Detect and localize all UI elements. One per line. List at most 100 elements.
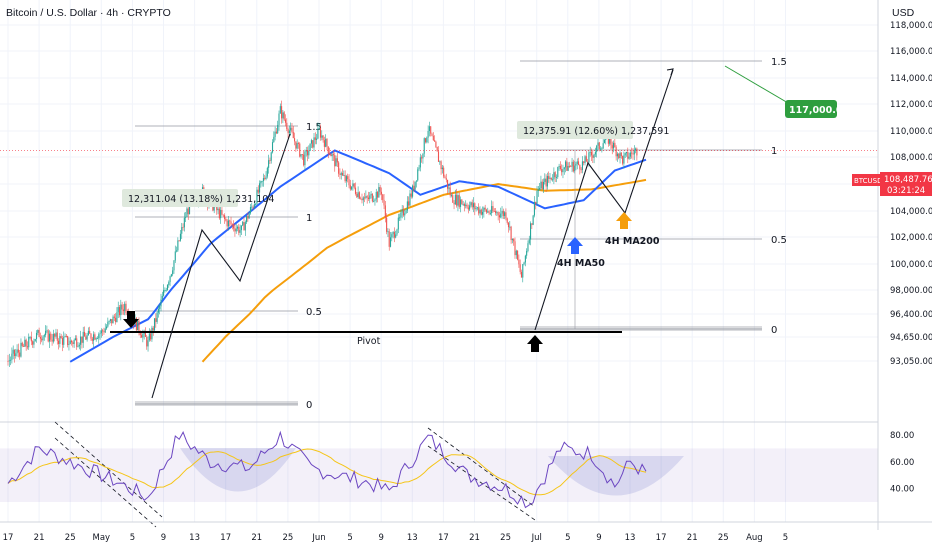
fib-base-band bbox=[520, 326, 762, 331]
candle-body bbox=[59, 336, 61, 344]
candle-body bbox=[362, 197, 364, 201]
fib-level-label: 1.5 bbox=[771, 57, 787, 68]
time-tick: Aug bbox=[746, 533, 763, 543]
candle-body bbox=[327, 146, 329, 154]
candle-body bbox=[410, 193, 412, 197]
candle-body bbox=[548, 176, 550, 179]
candle-body bbox=[308, 150, 310, 156]
candle-body bbox=[330, 154, 332, 157]
candle-body bbox=[70, 340, 73, 343]
candle-body bbox=[257, 189, 259, 193]
candle-body bbox=[351, 186, 353, 190]
time-tick: 9 bbox=[596, 533, 601, 543]
candle-body bbox=[471, 202, 473, 208]
candle-body bbox=[222, 214, 224, 216]
candle-body bbox=[361, 198, 363, 201]
time-tick: 13 bbox=[189, 533, 200, 543]
rsi-trend-channel bbox=[54, 437, 157, 528]
candle-body bbox=[377, 191, 379, 198]
candle-body bbox=[58, 340, 60, 344]
candle-body bbox=[574, 165, 576, 172]
candle-body bbox=[335, 158, 337, 167]
candle-body bbox=[571, 161, 573, 167]
time-tick: Jul bbox=[531, 533, 542, 543]
candle-body bbox=[141, 335, 143, 338]
candle-body bbox=[550, 177, 552, 180]
time-tick: 17 bbox=[220, 533, 231, 543]
candle-body bbox=[313, 137, 315, 148]
fib-level-label: 0 bbox=[771, 325, 777, 336]
candle-body bbox=[37, 329, 39, 333]
candle-body bbox=[340, 173, 342, 175]
candle-body bbox=[30, 336, 32, 342]
candle-body bbox=[470, 202, 472, 206]
candle-body bbox=[47, 330, 49, 342]
candle-body bbox=[170, 274, 172, 277]
candle-body bbox=[450, 195, 453, 196]
candle-body bbox=[627, 152, 629, 159]
time-tick: 5 bbox=[347, 533, 352, 543]
candle-body bbox=[264, 178, 266, 180]
candle-body bbox=[492, 206, 494, 212]
candle-body bbox=[273, 136, 275, 143]
candle-body bbox=[498, 215, 500, 218]
candle-body bbox=[248, 213, 250, 219]
candle-body bbox=[383, 199, 385, 206]
candle-body bbox=[233, 224, 235, 229]
candle-body bbox=[321, 135, 323, 138]
candle-body bbox=[431, 133, 433, 136]
candle-body bbox=[72, 342, 74, 344]
time-tick: 25 bbox=[282, 533, 293, 543]
candle-body bbox=[118, 307, 121, 316]
candle-body bbox=[314, 137, 316, 140]
time-tick: 21 bbox=[34, 533, 45, 543]
candle-body bbox=[352, 183, 354, 187]
candle-body bbox=[513, 238, 515, 242]
rsi-tick: 60.00 bbox=[890, 458, 914, 468]
candle-body bbox=[526, 250, 528, 256]
candle-body bbox=[183, 217, 185, 228]
candle-body bbox=[614, 142, 616, 148]
candle-body bbox=[304, 151, 306, 166]
candle-body bbox=[61, 338, 64, 345]
candle-body bbox=[444, 176, 446, 179]
candle-body bbox=[532, 215, 534, 225]
candle-body bbox=[366, 196, 368, 198]
candle-body bbox=[423, 138, 425, 154]
candle-body bbox=[567, 165, 569, 171]
candle-body bbox=[239, 230, 241, 233]
candle-body bbox=[484, 207, 486, 210]
candle-body bbox=[60, 336, 62, 339]
candle-body bbox=[89, 330, 91, 334]
candle-body bbox=[51, 339, 53, 342]
candle-body bbox=[404, 213, 406, 216]
candle-body bbox=[485, 209, 488, 213]
candle-body bbox=[277, 124, 279, 134]
candle-body bbox=[563, 167, 565, 170]
candle-body bbox=[32, 341, 34, 345]
candle-body bbox=[501, 210, 503, 214]
candle-body bbox=[55, 332, 57, 337]
pivot-up-arrow bbox=[527, 335, 543, 352]
candle-body bbox=[418, 167, 420, 170]
candle-body bbox=[426, 137, 428, 143]
candle-body bbox=[35, 332, 38, 340]
candle-body bbox=[371, 193, 373, 202]
candle-body bbox=[493, 211, 495, 212]
candle-body bbox=[391, 234, 393, 238]
candle-body bbox=[597, 142, 599, 146]
candle-body bbox=[440, 161, 442, 170]
candle-body bbox=[73, 340, 75, 344]
candle-body bbox=[21, 342, 23, 346]
rsi-trend-channel bbox=[427, 445, 536, 521]
candle-body bbox=[373, 200, 375, 202]
candle-body bbox=[632, 153, 634, 155]
candle-body bbox=[397, 217, 399, 230]
price-tick: 94,650.00 bbox=[890, 333, 932, 343]
candle-body bbox=[520, 271, 523, 278]
candle-body bbox=[281, 106, 283, 119]
candle-body bbox=[278, 113, 280, 125]
candle-body bbox=[461, 199, 463, 205]
candle-body bbox=[415, 180, 417, 182]
